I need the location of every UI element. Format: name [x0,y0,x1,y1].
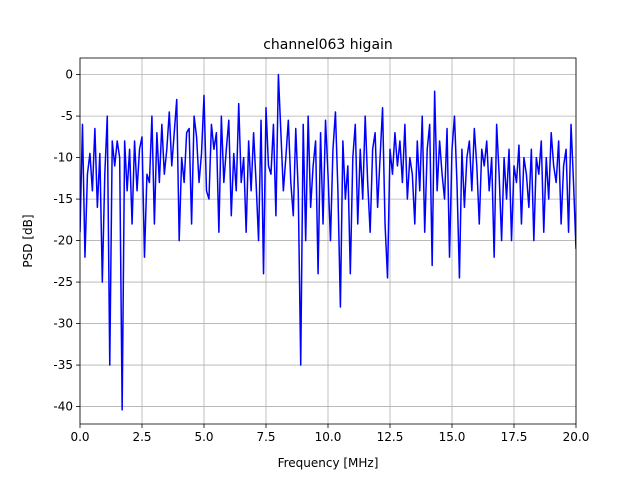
y-tick-label: -40 [53,400,73,414]
y-tick-label: -25 [53,275,73,289]
y-tick-label: -30 [53,317,73,331]
y-tick-label: -20 [53,234,73,248]
x-tick-label: 0.0 [70,430,89,444]
x-tick-label: 17.5 [501,430,528,444]
y-tick-label: -10 [53,151,73,165]
y-tick-label: -15 [53,192,73,206]
y-tick-label: -35 [53,358,73,372]
x-axis-label: Frequency [MHz] [278,456,379,470]
y-tick-label: -5 [61,109,73,123]
x-tick-label: 20.0 [563,430,590,444]
plot-frame [79,57,577,425]
x-tick-label: 2.5 [132,430,151,444]
x-tick-label: 12.5 [377,430,404,444]
y-axis-label: PSD [dB] [21,214,35,267]
x-tick-label: 7.5 [256,430,275,444]
x-tick-label: 10.0 [315,430,342,444]
x-tick-label: 5.0 [194,430,213,444]
x-tick-label: 15.0 [439,430,466,444]
chart-title: channel063 higain [263,37,393,53]
data-line [80,73,576,411]
y-tick-label: 0 [65,68,73,82]
